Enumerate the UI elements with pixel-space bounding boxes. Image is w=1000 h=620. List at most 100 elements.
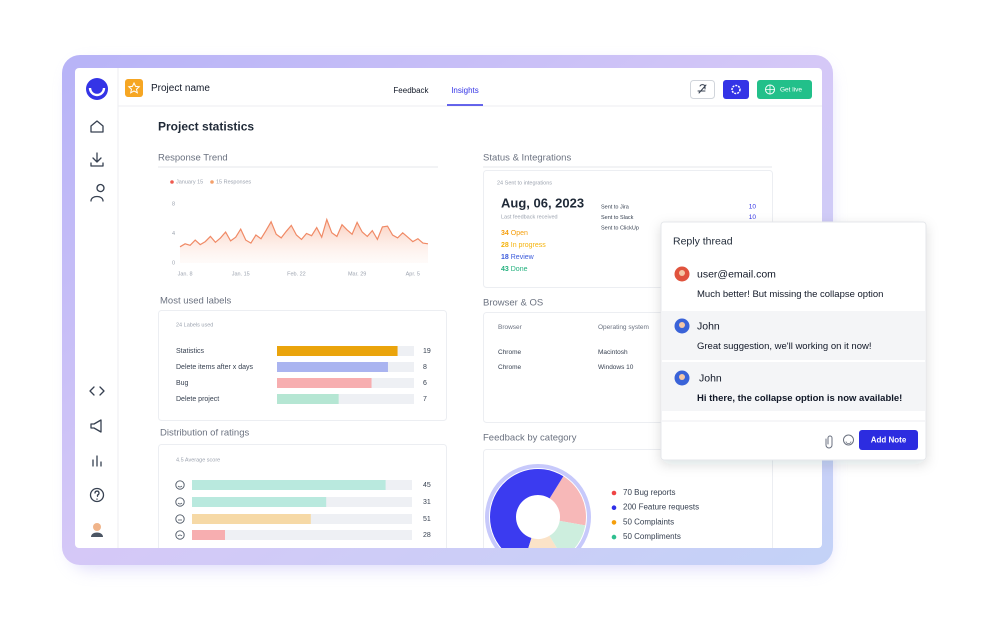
star-icon [127, 81, 141, 94]
legend-dot [210, 180, 214, 184]
legend-value: 50 [623, 518, 632, 527]
message-text: Much better! But missing the collapse op… [697, 289, 883, 300]
x-tick-label: Mar. 29 [348, 271, 366, 277]
app: Project name Feedback Insights Get live … [75, 68, 822, 548]
status-label: Review [511, 254, 535, 261]
code-icon[interactable] [89, 386, 105, 396]
bar-track [192, 530, 412, 540]
status-row: 34 Open [501, 230, 528, 237]
tab-active[interactable]: Insights [451, 86, 479, 95]
bar [192, 497, 327, 507]
status-label: Open [511, 230, 528, 237]
table-cell: Windows 10 [598, 364, 634, 371]
rating-face [175, 514, 185, 524]
bar-value: 8 [423, 364, 427, 371]
add-note-button[interactable] [859, 430, 918, 450]
logo-mark [88, 87, 106, 97]
face-mouth [177, 485, 183, 488]
bar-track [277, 394, 414, 404]
donut-slice [549, 520, 586, 548]
integration-value: 10 [749, 214, 757, 221]
download-icon[interactable] [90, 152, 104, 167]
x-tick-label: Feb. 22 [287, 271, 306, 277]
integration-label: Sent to Jira [601, 204, 630, 210]
logo[interactable] [86, 78, 108, 100]
y-tick-label: 8 [172, 201, 175, 207]
section-title: Distribution of ratings [160, 428, 249, 439]
reply-panel: Reply thread Add Note user@email.com Much… [660, 221, 927, 461]
bar [192, 530, 225, 540]
legend-dot [611, 490, 617, 496]
legend-dot [611, 505, 617, 511]
donut-slice [523, 535, 563, 548]
stats-icon[interactable] [92, 455, 102, 467]
avatar-head[interactable] [93, 523, 101, 531]
x-tick-label: Apr. 5 [406, 271, 420, 277]
table-cell: Chrome [498, 364, 522, 371]
card-subtitle: 24 Labels used [176, 322, 213, 328]
gear-icon [731, 84, 741, 95]
status-label: In progress [511, 242, 547, 249]
megaphone-icon[interactable] [90, 419, 102, 433]
bar [277, 378, 372, 388]
avatar-face [679, 374, 685, 380]
project-name[interactable]: Project name [151, 83, 210, 94]
status-count: 34 [501, 230, 509, 237]
integration-label: Sent to ClickUp [601, 225, 639, 231]
bar [192, 480, 386, 490]
message-text: Great suggestion, we'll working on it no… [697, 341, 871, 352]
legend-entry: 50 Complaints [623, 518, 674, 527]
message-author: John [697, 320, 720, 332]
table-header: Operating system [598, 324, 649, 331]
page-title: Project statistics [158, 120, 254, 134]
rating-face [175, 497, 185, 507]
tab[interactable]: Feedback [393, 86, 429, 95]
section-title: Response Trend [158, 153, 228, 164]
legend-entry: 200 Feature requests [623, 503, 699, 512]
mute-icon [697, 84, 707, 94]
legend-dot [170, 180, 174, 184]
status-row: 28 In progress [501, 242, 546, 249]
legend-name: Bug reports [634, 488, 675, 497]
face-mouth [177, 534, 183, 537]
bar-label: Bug [176, 380, 189, 387]
user-icon[interactable] [90, 183, 105, 202]
settings-button[interactable] [723, 80, 749, 99]
y-tick-label: 4 [172, 231, 175, 237]
reply-title: Reply thread [673, 235, 733, 247]
project-icon[interactable] [125, 79, 143, 97]
bar-value: 28 [423, 532, 431, 539]
x-tick-label: Jan. 15 [232, 271, 250, 277]
globe-lines [765, 85, 775, 94]
bar-value: 19 [423, 348, 431, 355]
status-count: 18 [501, 254, 509, 261]
table-cell: Chrome [498, 349, 522, 356]
section-title: Feedback by category [483, 433, 577, 444]
legend-label: January 15 [176, 179, 203, 185]
go-live-label: Get live [780, 87, 802, 94]
bar-label: Delete items after x days [176, 364, 254, 371]
home-icon[interactable] [90, 120, 104, 133]
help-icon[interactable] [89, 487, 105, 503]
integration-label: Sent to Slack [601, 215, 634, 221]
legend-name: Compliments [634, 532, 681, 541]
date-caption: Last feedback received [501, 214, 558, 220]
legend-label: 15 Responses [216, 179, 251, 185]
emoji-smile [845, 441, 852, 444]
section-title: Status & Integrations [483, 153, 571, 164]
donut-slice [549, 476, 586, 526]
status-row: 18 Review [501, 254, 535, 261]
attach-icon[interactable] [825, 435, 833, 449]
legend-entry: 70 Bug reports [623, 488, 676, 497]
legend-dot [611, 520, 617, 525]
legend-entry: 50 Compliments [623, 532, 681, 541]
trend-area [180, 219, 428, 263]
status-row: 43 Done [501, 266, 528, 273]
card-subtitle: 4.5 Average score [176, 457, 220, 463]
bar-value: 51 [423, 516, 431, 523]
bar-label: Statistics [176, 348, 205, 355]
section-title: Most used labels [160, 296, 232, 307]
emoji-icon[interactable] [843, 434, 854, 446]
bar [277, 362, 388, 372]
